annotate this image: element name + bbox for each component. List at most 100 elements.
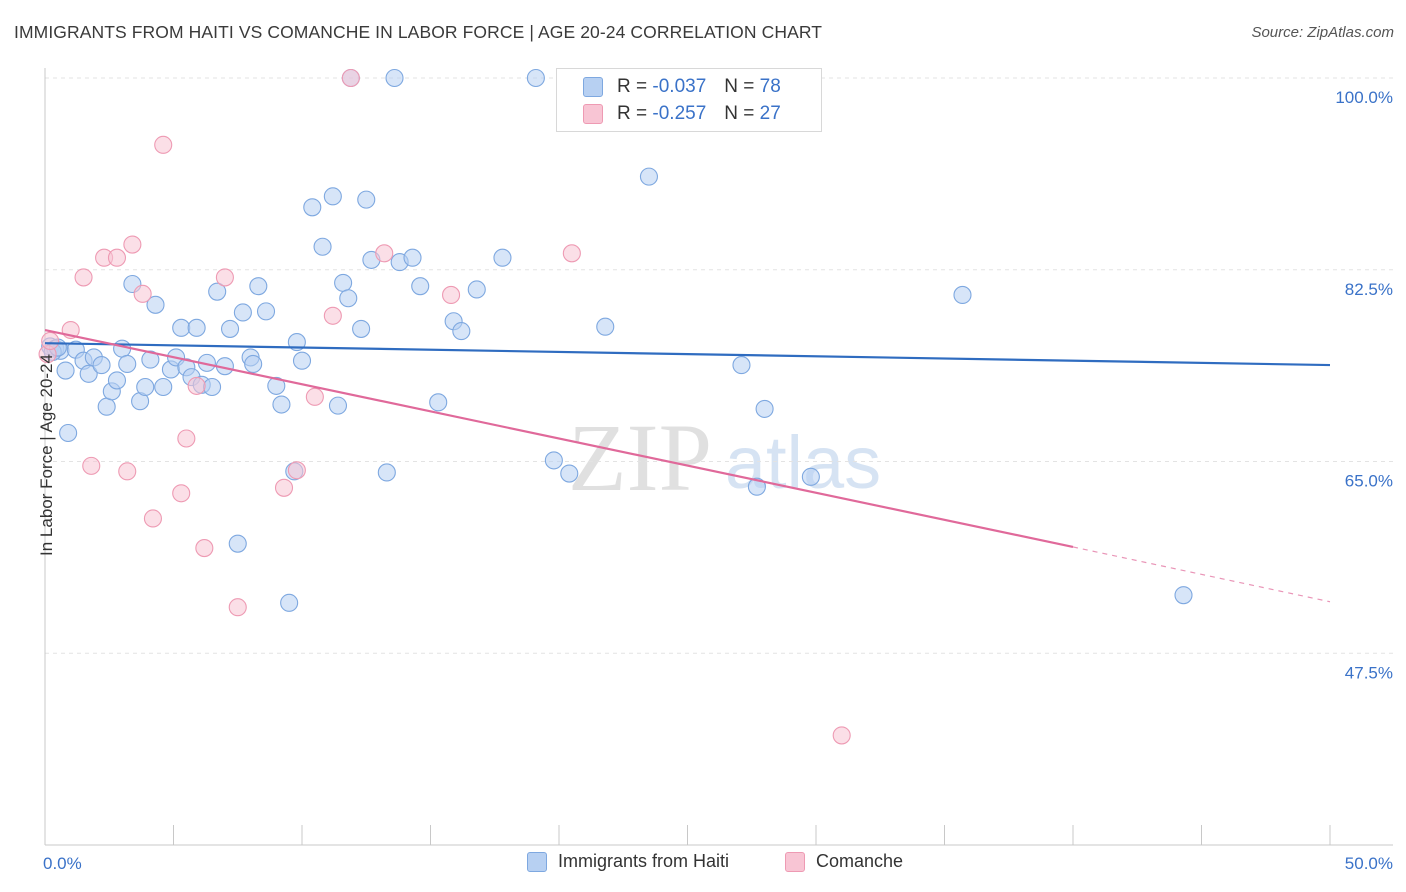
r-value: -0.037 — [652, 76, 707, 97]
haiti-point — [493, 248, 512, 267]
legend-item-haiti[interactable]: Immigrants from Haiti — [527, 851, 729, 872]
haiti-point — [244, 354, 263, 374]
r-value: -0.257 — [652, 103, 707, 124]
y-tick-label: 47.5% — [1345, 663, 1393, 682]
comanche-point — [215, 268, 234, 287]
comanche-point — [41, 331, 60, 351]
haiti-point — [154, 377, 173, 397]
haiti-point — [146, 295, 165, 314]
haiti-point — [249, 277, 268, 296]
y-axis-label: In Labor Force | Age 20-24 — [37, 354, 56, 556]
comanche-point — [375, 244, 394, 263]
haiti-point — [801, 467, 820, 486]
haiti-point — [187, 318, 206, 337]
haiti-point — [228, 534, 247, 553]
haiti-swatch — [583, 77, 603, 97]
haiti-point — [755, 399, 774, 418]
comanche-swatch — [583, 104, 603, 124]
haiti-point — [357, 190, 376, 209]
x-tick-label: 50.0% — [1345, 854, 1393, 873]
haiti-point — [1174, 586, 1193, 605]
haiti-point — [747, 477, 766, 496]
haiti-point — [172, 318, 191, 337]
haiti-point — [526, 68, 545, 88]
comanche-point — [187, 376, 206, 395]
comanche-point — [562, 244, 581, 263]
comanche-point — [195, 539, 214, 558]
haiti-point — [107, 371, 127, 390]
haiti-point — [953, 285, 972, 305]
n-label: N = — [724, 103, 755, 124]
haiti-point — [79, 364, 98, 383]
comanche-trend-line — [44, 328, 1074, 549]
haiti-point — [203, 377, 222, 397]
haiti-point — [377, 463, 396, 482]
comanche-point — [305, 387, 324, 406]
comanche-point — [323, 306, 342, 325]
haiti-point — [544, 451, 563, 470]
haiti-point — [596, 317, 615, 336]
chart-title: IMMIGRANTS FROM HAITI VS COMANCHE IN LAB… — [14, 22, 823, 42]
haiti-point — [339, 289, 358, 308]
y-tick-label: 82.5% — [1345, 280, 1393, 299]
haiti-legend-swatch — [527, 851, 547, 872]
haiti-point — [328, 396, 348, 415]
source-label: Source: ZipAtlas.com — [1251, 24, 1394, 41]
comanche-point — [172, 484, 191, 503]
haiti-point — [385, 68, 404, 88]
comanche-point — [118, 462, 137, 481]
haiti-point — [639, 167, 659, 186]
haiti-point — [352, 319, 371, 338]
haiti-point — [403, 248, 422, 267]
comanche-point — [274, 478, 294, 497]
haiti-point — [280, 593, 299, 612]
haiti-point — [233, 303, 252, 322]
haiti-point — [303, 198, 322, 217]
haiti-point — [220, 319, 240, 338]
haiti-point — [97, 397, 116, 416]
comanche-point — [82, 456, 101, 475]
n-value: 78 — [759, 76, 781, 97]
haiti-point — [56, 361, 75, 380]
r-label: R = — [617, 103, 648, 124]
haiti-point — [292, 351, 312, 370]
y-tick-label: 65.0% — [1345, 472, 1393, 491]
comanche-point — [154, 135, 173, 154]
comanche-point — [287, 461, 306, 480]
n-label: N = — [724, 76, 755, 97]
comanche-trend-extension — [1072, 546, 1331, 603]
comanche-point — [123, 235, 142, 254]
y-tick-label: 100.0% — [1335, 88, 1393, 107]
comanche-point — [143, 509, 162, 528]
haiti-point — [267, 376, 286, 395]
haiti-point — [467, 280, 486, 299]
haiti-point — [256, 302, 276, 321]
haiti-point — [452, 322, 471, 341]
comanche-point — [177, 429, 196, 448]
series-legend: Immigrants from Haiti Comanche — [0, 851, 1406, 877]
haiti-point — [59, 423, 78, 443]
comanche-point — [107, 248, 127, 267]
haiti-point — [141, 350, 160, 369]
haiti-trend-line — [44, 342, 1331, 367]
legend-item-comanche[interactable]: Comanche — [785, 851, 903, 872]
comanche-point — [74, 268, 93, 287]
haiti-point — [411, 277, 430, 296]
stats-legend-row-comanche: R = -0.257 N = 27 — [583, 101, 781, 127]
haiti-point — [208, 282, 227, 301]
haiti-point — [334, 273, 353, 292]
legend-label-comanche: Comanche — [816, 851, 904, 871]
r-label: R = — [617, 76, 648, 97]
haiti-point — [429, 393, 448, 412]
n-value: 27 — [759, 103, 781, 124]
comanche-legend-swatch — [785, 851, 805, 872]
stats-legend-row-haiti: R = -0.037 N = 78 — [583, 74, 781, 100]
watermark-atlas: atlas — [725, 421, 881, 504]
comanche-point — [228, 598, 247, 617]
haiti-point — [272, 395, 291, 414]
haiti-point — [136, 377, 155, 397]
comanche-point — [832, 726, 851, 745]
comanche-point — [341, 68, 360, 88]
haiti-point — [732, 356, 751, 375]
